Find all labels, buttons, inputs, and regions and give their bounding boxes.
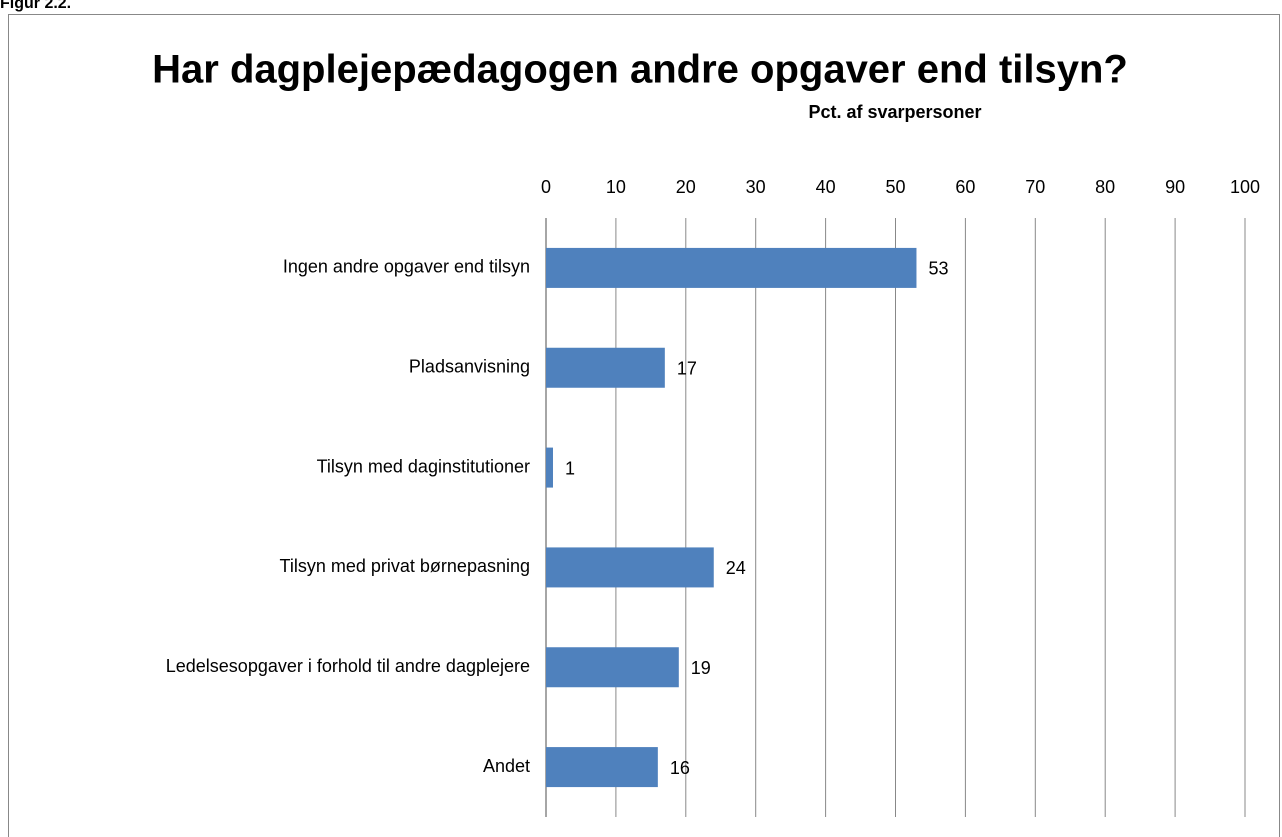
value-label: 17 — [677, 359, 697, 379]
x-tick-label: 30 — [746, 177, 766, 197]
bar — [546, 447, 553, 488]
bar — [546, 547, 714, 588]
bar — [546, 647, 679, 688]
value-label: 19 — [691, 658, 711, 678]
x-tick-label: 40 — [816, 177, 836, 197]
y-tick-label: Tilsyn med daginstitutioner — [317, 456, 530, 476]
chart-title: Har dagplejepædagogen andre opgaver end … — [152, 48, 1128, 92]
x-tick-label: 0 — [541, 177, 551, 197]
axis-label: Pct. af svarpersoner — [808, 102, 981, 122]
value-label: 16 — [670, 758, 690, 778]
chart-border — [8, 14, 1280, 837]
bar — [546, 347, 665, 388]
y-tick-label: Ledelsesopgaver i forhold til andre dagp… — [166, 656, 530, 676]
y-tick-label: Andet — [483, 756, 530, 776]
bar — [546, 247, 917, 288]
value-label: 53 — [928, 259, 948, 279]
x-tick-label: 50 — [885, 177, 905, 197]
x-tick-label: 70 — [1025, 177, 1045, 197]
y-tick-label: Tilsyn med privat børnepasning — [280, 556, 530, 576]
figure-label: Figur 2.2. — [0, 0, 71, 12]
x-tick-label: 60 — [955, 177, 975, 197]
value-label: 24 — [726, 558, 746, 578]
y-tick-label: Pladsanvisning — [409, 357, 530, 377]
y-tick-label: Ingen andre opgaver end tilsyn — [283, 257, 530, 277]
x-tick-label: 10 — [606, 177, 626, 197]
x-tick-label: 20 — [676, 177, 696, 197]
bar — [546, 747, 658, 788]
x-tick-label: 90 — [1165, 177, 1185, 197]
x-tick-label: 100 — [1230, 177, 1260, 197]
x-tick-label: 80 — [1095, 177, 1115, 197]
value-label: 1 — [565, 458, 575, 478]
